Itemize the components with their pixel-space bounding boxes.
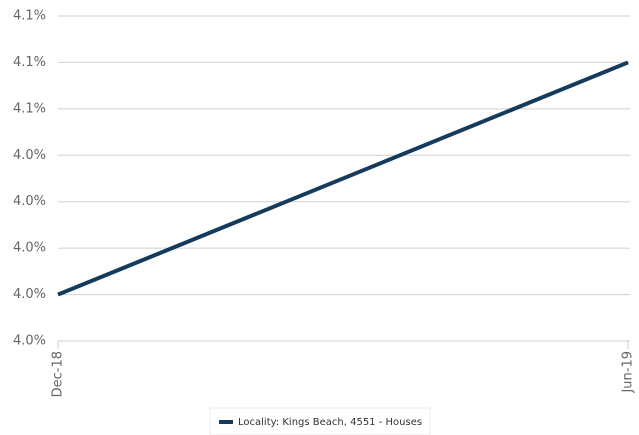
y-tick-label: 4.0% (13, 194, 46, 209)
y-tick-label: 4.1% (13, 101, 46, 116)
y-tick-label: 4.1% (13, 9, 46, 24)
x-tick-label: Jun-19 (621, 351, 636, 394)
legend-box (209, 407, 431, 435)
y-tick-label: 4.0% (13, 148, 46, 163)
legend-label: Locality: Kings Beach, 4551 - Houses (238, 417, 422, 428)
line-series (57, 60, 629, 297)
y-tick-label: 4.0% (13, 287, 46, 302)
y-tick-label: 4.1% (13, 55, 46, 70)
y-tick-label: 4.0% (13, 241, 46, 256)
x-tick-label: Dec-18 (51, 351, 66, 397)
y-tick-label: 4.0% (13, 334, 46, 349)
